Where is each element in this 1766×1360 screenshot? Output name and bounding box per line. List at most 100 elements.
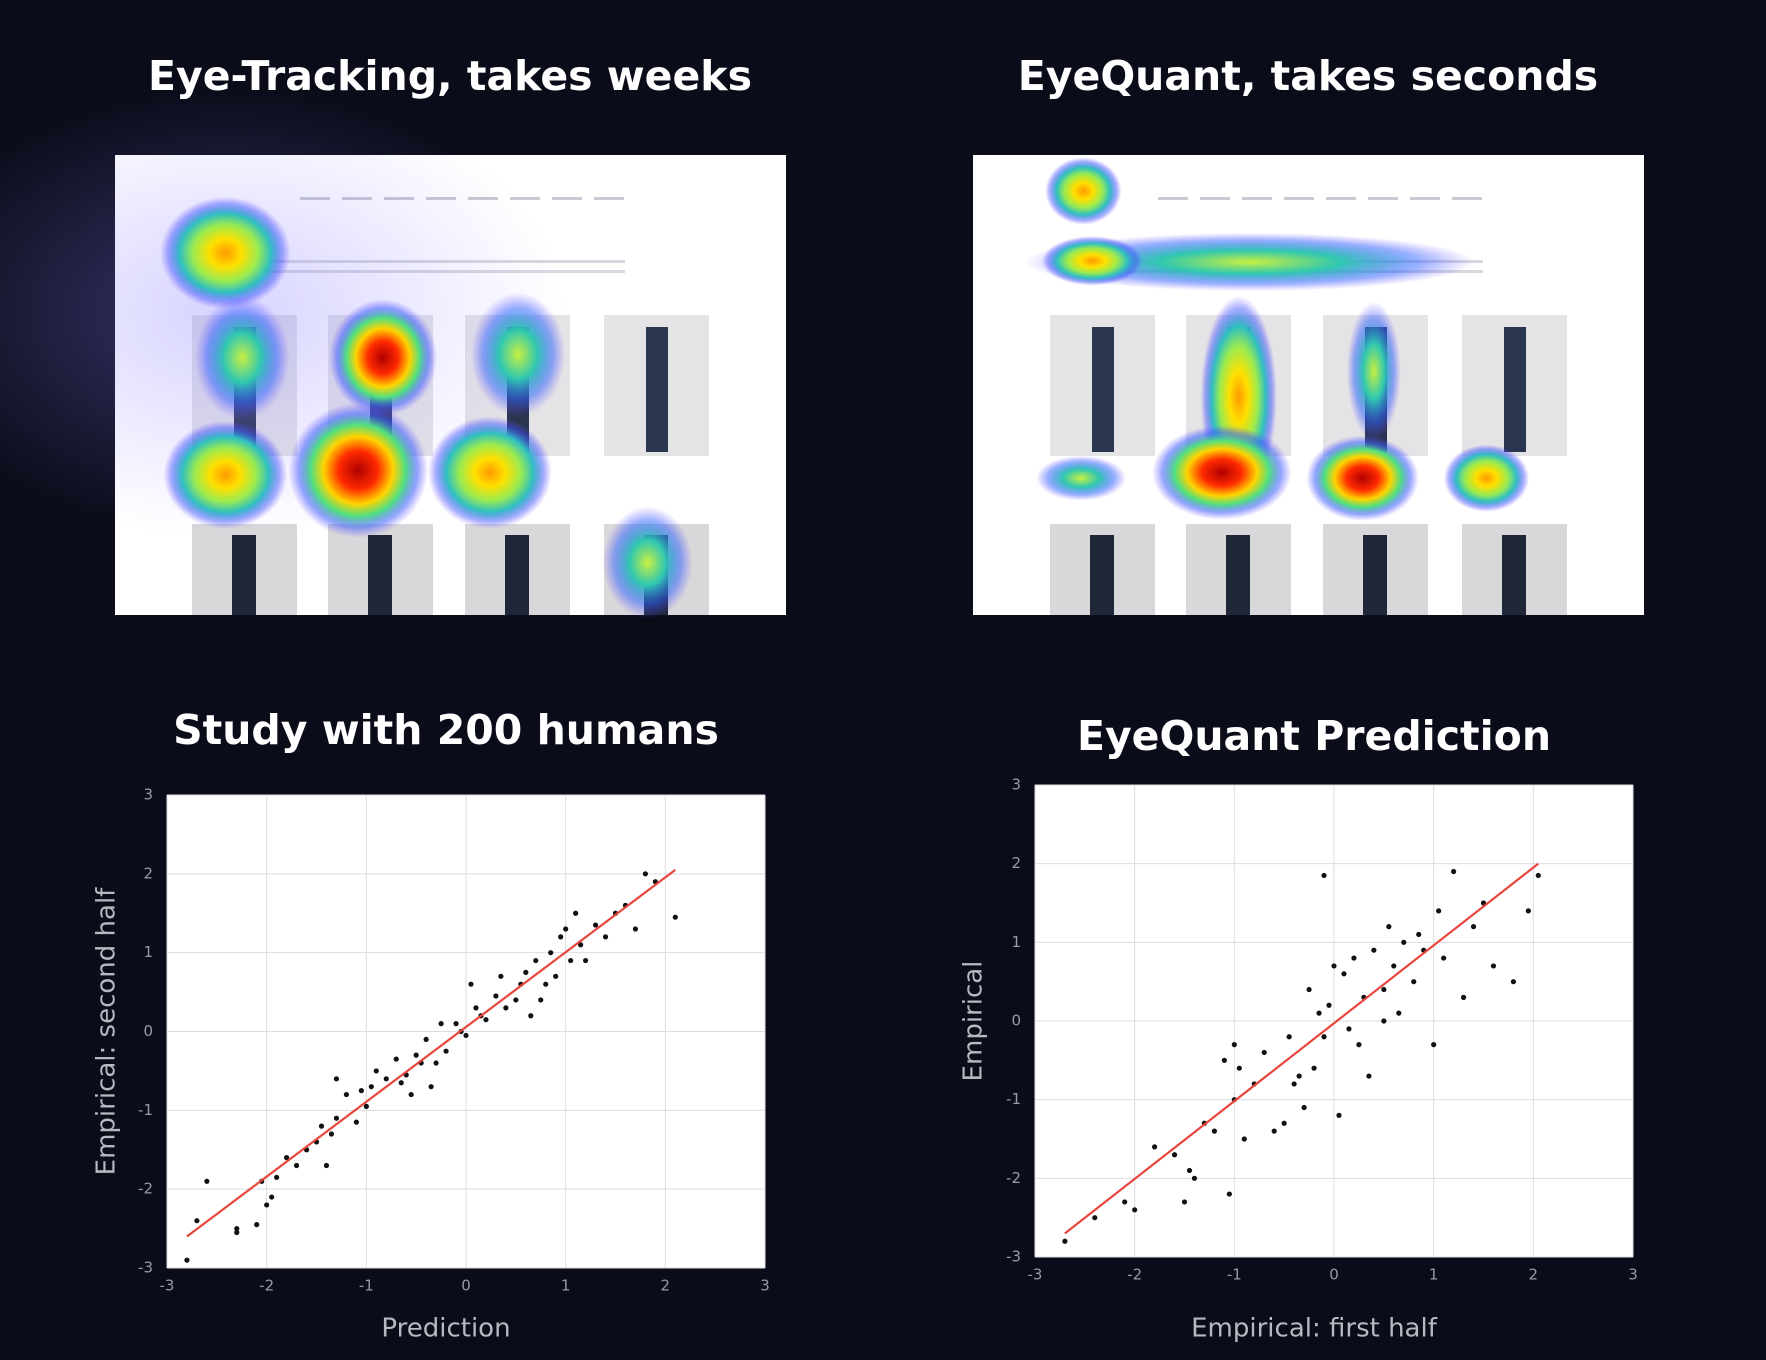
data-point: [1336, 1112, 1342, 1118]
data-point: [1211, 1128, 1217, 1134]
data-point: [1316, 1010, 1322, 1016]
y-tick-label: -1: [1006, 1090, 1021, 1108]
x-tick-label: 2: [1529, 1266, 1539, 1284]
nav-item: [594, 197, 624, 200]
fit-line: [1064, 862, 1539, 1235]
data-point: [413, 1052, 419, 1058]
data-point: [234, 1225, 240, 1232]
data-point: [194, 1218, 200, 1224]
data-point: [578, 942, 584, 948]
heat-blob: [1045, 157, 1122, 225]
data-point: [553, 973, 559, 979]
data-point: [1386, 924, 1392, 930]
product-jeans: [368, 535, 392, 615]
y-tick-label: 2: [1011, 854, 1021, 872]
data-point: [1381, 1018, 1387, 1024]
data-point: [513, 997, 519, 1003]
data-point: [318, 1123, 325, 1129]
data-point: [1311, 1065, 1317, 1071]
data-point: [1401, 939, 1407, 945]
data-point: [563, 926, 569, 932]
data-point: [1181, 1199, 1188, 1205]
product-jeans: [1502, 535, 1526, 615]
y-axis-label: Empirical: second half: [92, 887, 122, 1175]
heat-blob: [1152, 425, 1292, 520]
product-jeans: [1092, 327, 1114, 452]
data-point: [1321, 1034, 1327, 1040]
nav-item: [510, 197, 540, 200]
x-tick-label: -2: [259, 1277, 274, 1295]
heat-blob: [1443, 444, 1530, 512]
data-point: [1301, 1104, 1307, 1111]
heading: EyeQuant, takes seconds: [1018, 52, 1598, 100]
product-jeans: [505, 535, 529, 615]
heat-blob: [1041, 236, 1144, 286]
data-point: [592, 922, 599, 928]
data-point: [1221, 1057, 1227, 1063]
data-point: [284, 1155, 290, 1161]
data-point: [1371, 947, 1377, 953]
data-point: [1152, 1144, 1158, 1150]
heat-blob: [428, 416, 552, 529]
product-jeans: [1090, 535, 1114, 615]
data-point: [1351, 955, 1357, 961]
data-point: [1171, 1152, 1178, 1158]
data-point: [1271, 1128, 1277, 1134]
data-point: [1291, 1081, 1297, 1087]
nav-item: [1452, 197, 1482, 200]
y-tick-label: 1: [1011, 933, 1021, 951]
data-point: [503, 1005, 509, 1011]
data-point: [443, 1048, 449, 1054]
data-point: [438, 1021, 444, 1027]
heat-blob: [1036, 455, 1127, 501]
data-point: [1226, 1191, 1232, 1197]
data-point: [428, 1084, 434, 1090]
data-point: [373, 1068, 379, 1074]
data-point: [1411, 979, 1417, 985]
x-tick-label: 3: [1628, 1266, 1638, 1284]
nav-item: [1284, 197, 1314, 200]
y-tick-label: -2: [138, 1180, 153, 1198]
heat-blob: [1024, 232, 1476, 292]
data-point: [1510, 979, 1516, 985]
data-point: [269, 1194, 275, 1200]
data-point: [1186, 1167, 1193, 1174]
data-point: [333, 1076, 340, 1082]
data-point: [383, 1076, 389, 1082]
data-point: [1331, 963, 1337, 969]
data-point: [1122, 1199, 1128, 1205]
data-point: [483, 1017, 489, 1023]
data-point: [1366, 1073, 1372, 1079]
data-point: [353, 1119, 359, 1125]
data-point: [333, 1115, 340, 1121]
data-point: [408, 1091, 414, 1098]
data-point: [1490, 963, 1497, 969]
data-point: [1396, 1010, 1402, 1016]
data-point: [1470, 924, 1477, 930]
data-point: [393, 1056, 399, 1062]
y-tick-label: 2: [143, 864, 153, 882]
nav-item: [1326, 197, 1356, 200]
y-tick-label: 3: [1011, 776, 1021, 794]
x-tick-label: 3: [760, 1277, 770, 1295]
data-point: [234, 1229, 240, 1236]
x-tick-label: -3: [160, 1277, 175, 1295]
x-tick-label: -1: [359, 1277, 374, 1295]
data-point: [558, 934, 564, 940]
data-point: [1451, 868, 1457, 875]
data-point: [1341, 971, 1347, 977]
nav-item: [1410, 197, 1440, 200]
heat-blob: [0, 87, 566, 538]
data-point: [1346, 1026, 1352, 1032]
heat-blob: [288, 402, 429, 538]
data-point: [358, 1088, 364, 1094]
nav-item: [552, 197, 582, 200]
data-point: [328, 1131, 335, 1137]
chart-title: EyeQuant Prediction: [1077, 712, 1551, 760]
data-point: [583, 957, 589, 964]
y-tick-label: 1: [143, 943, 153, 961]
data-point: [264, 1202, 270, 1208]
